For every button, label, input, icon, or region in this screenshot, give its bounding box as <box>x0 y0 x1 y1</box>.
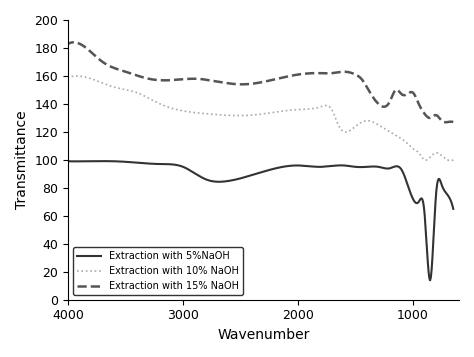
Extraction with 15% NaOH <box>65 42 71 46</box>
Extraction with 5%NaOH <box>220 180 226 184</box>
Extraction with 5%NaOH <box>241 175 247 180</box>
Legend: Extraction with 5%NaOH, Extraction with 10% NaOH, Extraction with 15% NaOH: Extraction with 5%NaOH, Extraction with … <box>73 247 243 295</box>
Line: Extraction with 10% NaOH: Extraction with 10% NaOH <box>68 76 453 161</box>
Extraction with 5%NaOH <box>73 159 79 164</box>
Extraction with 5%NaOH <box>427 278 433 282</box>
Extraction with 5%NaOH <box>65 159 71 164</box>
Extraction with 15% NaOH <box>71 40 76 44</box>
Extraction with 10% NaOH <box>264 111 270 115</box>
Extraction with 10% NaOH <box>134 90 140 95</box>
Extraction with 15% NaOH <box>264 79 270 83</box>
Extraction with 10% NaOH <box>267 111 273 115</box>
Extraction with 5%NaOH <box>264 169 270 173</box>
Extraction with 15% NaOH <box>241 82 247 86</box>
Extraction with 15% NaOH <box>74 41 80 45</box>
Extraction with 5%NaOH <box>101 159 107 163</box>
Extraction with 15% NaOH <box>267 79 273 83</box>
Y-axis label: Transmittance: Transmittance <box>15 111 29 209</box>
X-axis label: Wavenumber: Wavenumber <box>218 328 310 342</box>
Extraction with 5%NaOH <box>450 207 456 211</box>
Extraction with 10% NaOH <box>65 75 71 80</box>
Line: Extraction with 15% NaOH: Extraction with 15% NaOH <box>68 42 453 122</box>
Extraction with 10% NaOH <box>74 74 80 78</box>
Extraction with 5%NaOH <box>267 168 273 172</box>
Extraction with 10% NaOH <box>220 113 226 117</box>
Extraction with 5%NaOH <box>134 161 140 165</box>
Extraction with 10% NaOH <box>73 74 79 78</box>
Extraction with 15% NaOH <box>450 120 456 124</box>
Extraction with 15% NaOH <box>134 73 140 77</box>
Extraction with 10% NaOH <box>450 158 456 162</box>
Extraction with 10% NaOH <box>447 159 453 163</box>
Extraction with 15% NaOH <box>443 120 448 124</box>
Line: Extraction with 5%NaOH: Extraction with 5%NaOH <box>68 161 453 280</box>
Extraction with 15% NaOH <box>220 80 226 85</box>
Extraction with 10% NaOH <box>241 114 247 118</box>
